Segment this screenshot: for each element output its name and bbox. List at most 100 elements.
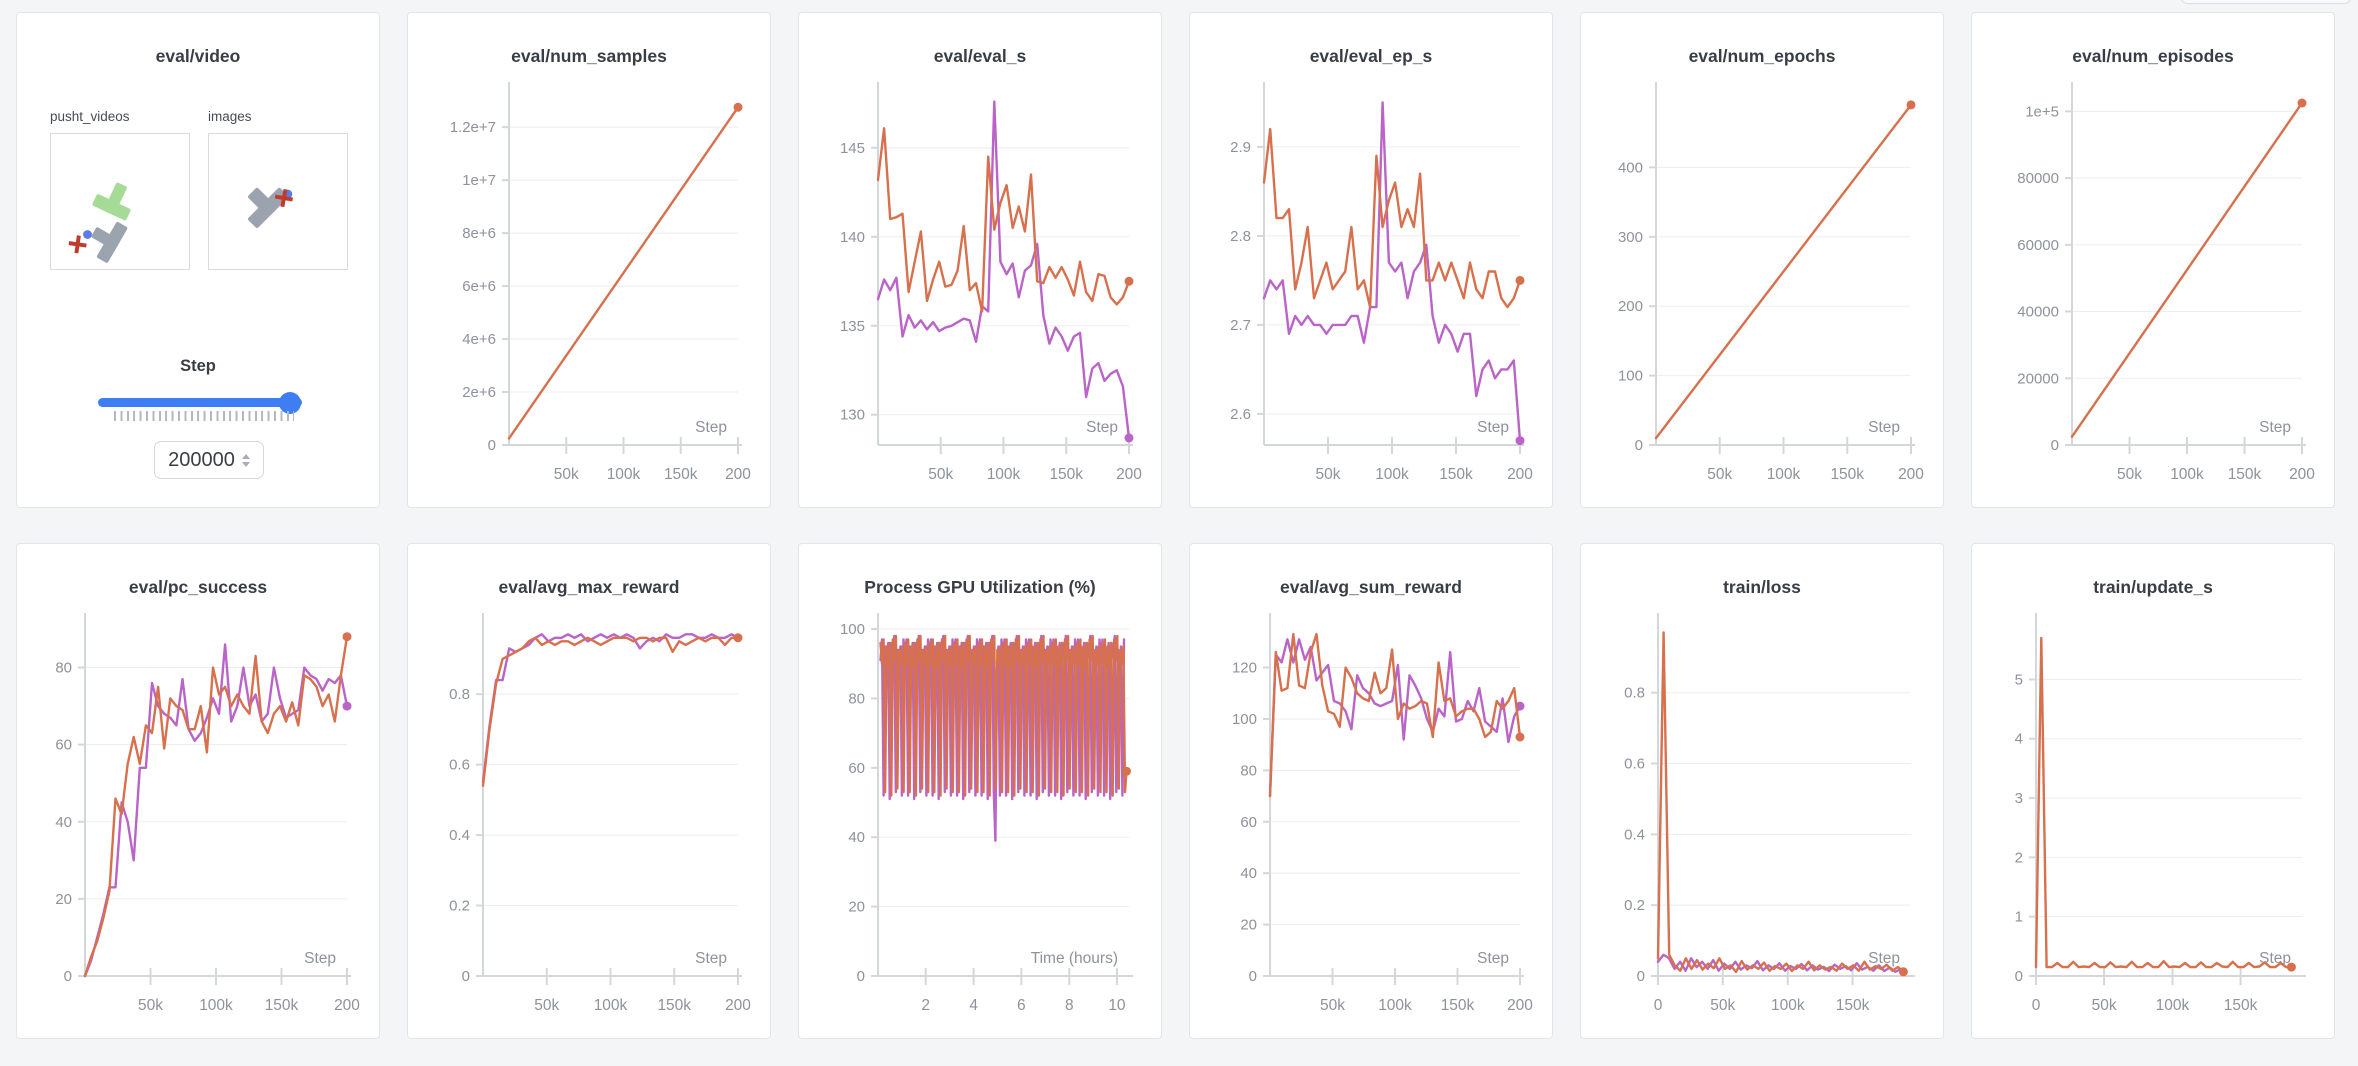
svg-text:0.6: 0.6 xyxy=(449,757,470,774)
series-endpoint-dot xyxy=(733,102,743,112)
chart-plot[interactable]: 0 1 2 3 4 5 0 50k 100k 150k Step xyxy=(1972,599,2334,1035)
svg-text:200: 200 xyxy=(725,466,751,483)
chart-title: eval/num_samples xyxy=(511,46,667,66)
series-line-orange xyxy=(879,634,1128,797)
svg-text:0.2: 0.2 xyxy=(449,898,470,915)
svg-text:10: 10 xyxy=(1108,997,1126,1014)
svg-text:50k: 50k xyxy=(534,997,559,1014)
svg-text:150k: 150k xyxy=(2224,997,2258,1014)
svg-text:50k: 50k xyxy=(1707,466,1732,483)
svg-text:8: 8 xyxy=(1065,997,1074,1014)
svg-text:0.8: 0.8 xyxy=(1624,685,1645,702)
svg-text:Step: Step xyxy=(1477,950,1509,967)
svg-text:2e+6: 2e+6 xyxy=(462,384,496,401)
svg-text:100k: 100k xyxy=(1771,997,1805,1014)
chart-plot[interactable]: 0 2e+6 4e+6 6e+6 8e+6 1e+7 1.2e+7 50k 100k 150k 20… xyxy=(408,68,770,504)
step-increment-icon[interactable] xyxy=(241,453,250,459)
svg-text:200: 200 xyxy=(1898,466,1924,483)
svg-text:100k: 100k xyxy=(1767,466,1801,483)
svg-text:0: 0 xyxy=(2015,968,2023,985)
svg-text:150k: 150k xyxy=(1836,997,1870,1014)
svg-text:150k: 150k xyxy=(657,997,691,1014)
agent-dot xyxy=(83,230,92,239)
chart-plot[interactable]: 2.6 2.7 2.8 2.9 50k 100k 150k 200 Step xyxy=(1190,68,1552,504)
chart-plot[interactable]: 0 0.2 0.4 0.6 0.8 50k 100k 150k 200 Step xyxy=(408,599,770,1035)
series-line-purple xyxy=(1268,638,1522,798)
svg-text:60000: 60000 xyxy=(2017,237,2059,254)
thumbnail-caption: images xyxy=(208,109,252,124)
step-slider-tickmarks xyxy=(114,411,294,421)
svg-text:100: 100 xyxy=(840,621,865,638)
media-panel-eval-video: eval/video pusht_videos images xyxy=(16,12,380,508)
video-thumbnail-pusht[interactable] xyxy=(50,133,190,270)
svg-text:Step: Step xyxy=(1086,419,1118,436)
svg-text:50k: 50k xyxy=(554,466,579,483)
chart-title: eval/pc_success xyxy=(128,577,268,597)
svg-text:20: 20 xyxy=(55,891,72,908)
svg-text:145: 145 xyxy=(840,140,865,157)
svg-text:100k: 100k xyxy=(987,466,1021,483)
svg-text:0: 0 xyxy=(1637,968,1645,985)
svg-text:0.8: 0.8 xyxy=(449,686,470,703)
step-slider-thumb[interactable] xyxy=(279,391,301,414)
svg-text:0: 0 xyxy=(2032,997,2041,1014)
chart-panel-eval-eval-s: eval/eval_s 130 135 140 145 50k 100k 150k 200 Ste… xyxy=(798,12,1162,508)
svg-text:Step: Step xyxy=(695,950,727,967)
block-t-shape xyxy=(248,187,289,228)
svg-text:2: 2 xyxy=(2015,849,2023,866)
series-endpoint-dot xyxy=(1515,436,1525,446)
chart-title: eval/eval_ep_s xyxy=(1309,46,1433,66)
svg-text:Step: Step xyxy=(695,419,727,436)
svg-text:20000: 20000 xyxy=(2017,370,2059,387)
svg-text:80000: 80000 xyxy=(2017,170,2059,187)
svg-text:50k: 50k xyxy=(928,466,953,483)
svg-text:50k: 50k xyxy=(138,997,163,1014)
svg-text:150k: 150k xyxy=(1441,997,1475,1014)
svg-text:Step: Step xyxy=(304,950,336,967)
svg-text:3: 3 xyxy=(2015,790,2023,807)
svg-text:100k: 100k xyxy=(607,466,641,483)
chart-plot[interactable]: 0 20 40 60 80 50k 100k 150k 200 Step xyxy=(17,599,379,1035)
series-line-orange xyxy=(2034,636,2293,969)
chart-title: eval/num_epochs xyxy=(1688,46,1836,66)
series-line-orange xyxy=(481,636,740,788)
video-thumbnail-images[interactable] xyxy=(208,133,348,270)
svg-text:300: 300 xyxy=(1618,229,1643,246)
svg-text:150k: 150k xyxy=(1439,466,1473,483)
svg-text:20: 20 xyxy=(1240,917,1257,934)
series-line-orange xyxy=(507,106,740,440)
step-input[interactable]: 200000 xyxy=(154,441,264,479)
svg-text:100k: 100k xyxy=(1378,997,1412,1014)
step-decrement-icon[interactable] xyxy=(241,461,250,467)
target-cross xyxy=(68,235,87,254)
svg-text:40000: 40000 xyxy=(2017,304,2059,321)
chart-plot[interactable]: 0 100 200 300 400 50k 100k 150k 200 Step xyxy=(1581,68,1943,504)
stepper-arrows[interactable] xyxy=(241,453,250,467)
svg-text:0: 0 xyxy=(1654,997,1663,1014)
chart-plot[interactable]: 0 20000 40000 60000 80000 1e+5 50k 100k 150k 200 S… xyxy=(1972,68,2334,504)
chart-plot[interactable]: 0 20 40 60 80 100 2 4 6 8 10 Time (hours) xyxy=(799,599,1161,1035)
svg-text:40: 40 xyxy=(848,829,865,846)
step-slider[interactable] xyxy=(98,391,302,414)
svg-text:20: 20 xyxy=(848,899,865,916)
svg-text:80: 80 xyxy=(848,690,865,707)
chart-plot[interactable]: 0 0.2 0.4 0.6 0.8 0 50k 100k 150k Step xyxy=(1581,599,1943,1035)
svg-text:0: 0 xyxy=(857,968,865,985)
series-line-purple xyxy=(83,643,349,978)
svg-text:130: 130 xyxy=(840,407,865,424)
chart-title: eval/eval_s xyxy=(933,46,1027,66)
series-endpoint-dot xyxy=(733,633,743,643)
series-endpoint-dot xyxy=(2286,962,2296,972)
svg-text:0.4: 0.4 xyxy=(449,827,470,844)
chart-panel-process-gpu-utilization-: Process GPU Utilization (%) 0 20 40 60 80 100 2… xyxy=(798,543,1162,1039)
svg-text:Step: Step xyxy=(1477,419,1509,436)
chart-title: eval/avg_max_reward xyxy=(498,577,680,597)
chart-title: eval/avg_sum_reward xyxy=(1280,577,1462,597)
chart-panel-eval-num-episodes: eval/num_episodes 0 20000 40000 60000 80000 1e… xyxy=(1971,12,2335,508)
chart-panel-eval-eval-ep-s: eval/eval_ep_s 2.6 2.7 2.8 2.9 50k 100k 150k 200… xyxy=(1189,12,1553,508)
svg-text:2.9: 2.9 xyxy=(1230,139,1251,156)
series-endpoint-dot xyxy=(1906,100,1916,110)
chart-plot[interactable]: 130 135 140 145 50k 100k 150k 200 Step xyxy=(799,68,1161,504)
chart-plot[interactable]: 0 20 40 60 80 100 120 50k 100k 150k 200 Step xyxy=(1190,599,1552,1035)
series-line-purple xyxy=(1262,101,1522,442)
